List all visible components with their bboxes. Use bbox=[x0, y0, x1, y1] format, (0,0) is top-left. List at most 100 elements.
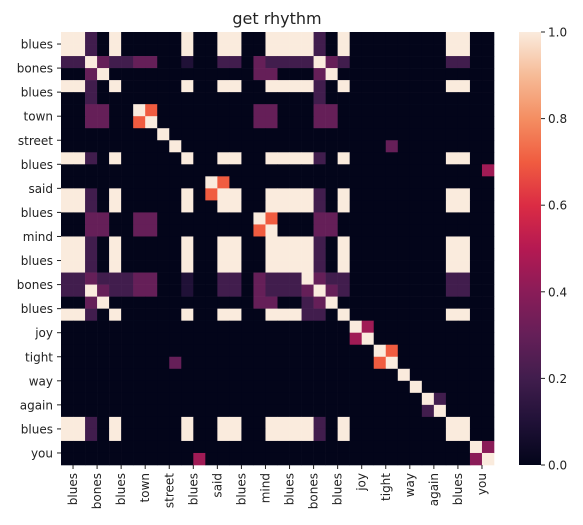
heatmap-cell bbox=[361, 164, 375, 177]
heatmap-cell bbox=[361, 224, 375, 237]
heatmap-cell bbox=[109, 224, 122, 237]
heatmap-cell bbox=[433, 296, 447, 309]
heatmap-cell bbox=[241, 284, 254, 297]
heatmap-cell bbox=[253, 260, 266, 273]
heatmap-cell bbox=[301, 260, 314, 273]
heatmap-cell bbox=[289, 68, 302, 81]
heatmap-cell bbox=[289, 212, 302, 225]
heatmap-cell bbox=[445, 368, 459, 382]
heatmap-cell bbox=[325, 56, 338, 69]
heatmap-cell bbox=[409, 392, 423, 406]
heatmap-cell bbox=[181, 248, 194, 261]
heatmap-cell bbox=[97, 260, 110, 273]
heatmap-cell bbox=[469, 380, 483, 394]
heatmap-cell bbox=[397, 356, 411, 370]
heatmap-cell bbox=[181, 392, 194, 406]
heatmap-cell bbox=[373, 296, 387, 309]
heatmap-cell bbox=[421, 176, 435, 189]
heatmap-cell bbox=[445, 128, 459, 141]
heatmap-cell bbox=[97, 272, 110, 285]
heatmap-cell bbox=[229, 80, 242, 93]
heatmap-cell bbox=[349, 296, 362, 309]
heatmap-cell bbox=[145, 164, 158, 177]
heatmap-cell bbox=[337, 452, 350, 466]
heatmap-cell bbox=[229, 332, 242, 346]
y-tick-label: blues bbox=[21, 422, 53, 436]
heatmap-cell bbox=[277, 44, 290, 57]
heatmap-cell bbox=[169, 116, 182, 129]
heatmap-cell bbox=[217, 68, 230, 81]
heatmap-cell bbox=[241, 428, 254, 442]
heatmap-cell bbox=[445, 452, 459, 466]
heatmap-cell bbox=[133, 248, 146, 261]
heatmap-cell bbox=[397, 392, 411, 406]
heatmap-cell bbox=[325, 68, 338, 81]
heatmap-cell bbox=[445, 308, 459, 321]
heatmap-cell bbox=[349, 44, 362, 57]
heatmap-cell bbox=[481, 416, 495, 430]
heatmap-cell bbox=[157, 404, 170, 418]
heatmap-cell bbox=[181, 164, 194, 177]
heatmap-cell bbox=[361, 296, 375, 309]
heatmap-cell bbox=[265, 296, 278, 309]
heatmap-cell bbox=[121, 248, 134, 261]
heatmap-cell bbox=[277, 416, 290, 430]
heatmap-cell bbox=[289, 104, 302, 117]
heatmap-cell bbox=[469, 128, 483, 141]
heatmap-cell bbox=[409, 272, 423, 285]
y-tick-label: blues bbox=[21, 38, 53, 52]
heatmap-cell bbox=[157, 284, 170, 297]
heatmap-cell bbox=[193, 308, 206, 321]
heatmap-cell bbox=[277, 92, 290, 105]
heatmap-cell bbox=[157, 392, 170, 406]
heatmap-cell bbox=[157, 260, 170, 273]
colorbar-tick-label: 1.0 bbox=[548, 26, 567, 40]
heatmap-cell bbox=[289, 320, 302, 333]
heatmap-cell bbox=[445, 164, 459, 177]
heatmap-cell bbox=[385, 152, 399, 165]
heatmap-cell bbox=[325, 296, 338, 309]
heatmap-cell bbox=[121, 404, 134, 418]
heatmap-cell bbox=[457, 152, 471, 165]
heatmap-cell bbox=[385, 92, 399, 105]
heatmap-cell bbox=[133, 32, 146, 45]
heatmap-cell bbox=[157, 188, 170, 201]
heatmap-cell bbox=[421, 140, 435, 153]
heatmap-cell bbox=[229, 224, 242, 237]
heatmap-cell bbox=[121, 140, 134, 153]
heatmap-cell bbox=[193, 212, 206, 225]
heatmap-cell bbox=[277, 56, 290, 69]
heatmap-cell bbox=[229, 236, 242, 249]
heatmap-cell bbox=[229, 104, 242, 117]
heatmap-cell bbox=[433, 80, 447, 93]
heatmap-cell bbox=[277, 164, 290, 177]
heatmap-cell bbox=[361, 188, 375, 201]
heatmap-cell bbox=[325, 380, 338, 394]
heatmap-cell bbox=[445, 224, 459, 237]
heatmap-cell bbox=[445, 248, 459, 261]
heatmap-cell bbox=[157, 92, 170, 105]
heatmap-cell bbox=[469, 248, 483, 261]
heatmap-cell bbox=[61, 44, 74, 57]
heatmap-cell bbox=[469, 212, 483, 225]
heatmap-cell bbox=[469, 260, 483, 273]
heatmap-cell bbox=[289, 152, 302, 165]
heatmap-cell bbox=[193, 188, 206, 201]
heatmap-cell bbox=[433, 452, 447, 466]
heatmap-cell bbox=[289, 32, 302, 45]
heatmap-cell bbox=[445, 44, 459, 57]
heatmap-cell bbox=[241, 200, 254, 213]
heatmap-cell bbox=[373, 284, 387, 297]
heatmap-cell bbox=[181, 296, 194, 309]
heatmap-cell bbox=[337, 332, 350, 346]
heatmap-cell bbox=[181, 308, 194, 321]
heatmap-cell bbox=[133, 224, 146, 237]
heatmap-cell bbox=[361, 332, 375, 346]
heatmap-cell bbox=[457, 452, 471, 466]
heatmap-cell bbox=[445, 236, 459, 249]
heatmap-cell bbox=[61, 140, 74, 153]
heatmap-cell bbox=[373, 356, 387, 370]
heatmap-cell bbox=[361, 284, 375, 297]
heatmap-cell bbox=[373, 392, 387, 406]
heatmap-cell bbox=[433, 416, 447, 430]
